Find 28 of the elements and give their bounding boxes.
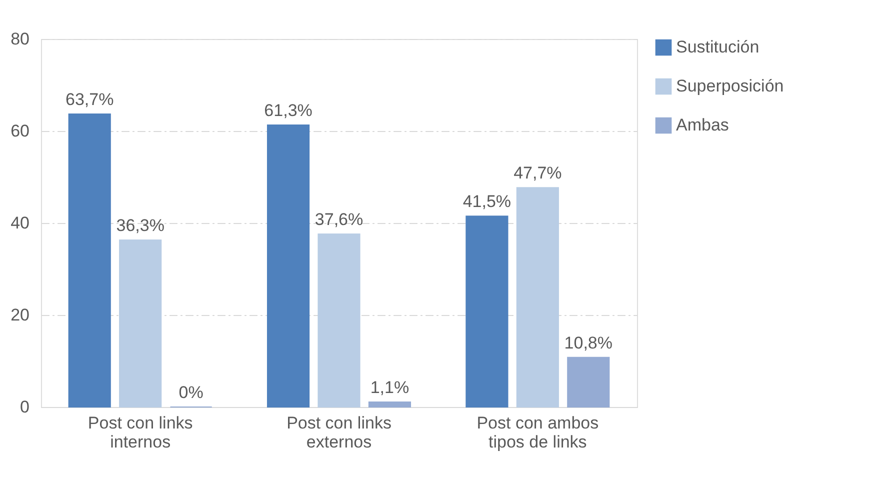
data-label: 47,7%	[514, 164, 562, 183]
data-label: 37,6%	[314, 210, 364, 230]
data-label: 1,1%	[370, 378, 410, 397]
bar	[119, 240, 162, 408]
bar	[466, 216, 508, 408]
bar	[266, 124, 310, 408]
x-tick-label: Post con links externos	[286, 414, 392, 452]
y-tick-label: 20	[10, 306, 30, 324]
legend-label: Superposición	[676, 76, 784, 96]
data-label: 36,3%	[116, 216, 164, 236]
bar	[368, 401, 412, 408]
y-tick-label: 60	[10, 122, 30, 140]
bar	[318, 234, 360, 408]
data-label: 10,8%	[564, 333, 612, 352]
bar	[516, 187, 559, 408]
data-label: 63,7%	[66, 90, 114, 109]
y-tick-label: 80	[10, 30, 30, 48]
data-label: 0%	[178, 383, 204, 402]
legend-label: Ambas	[676, 116, 729, 134]
data-label: 41,5%	[462, 192, 512, 212]
y-tick-label: 40	[10, 214, 30, 232]
bar	[567, 356, 610, 408]
y-tick-label: 0	[20, 398, 30, 416]
bar	[68, 113, 111, 408]
x-tick-label: Post con ambos tipos de links	[476, 414, 599, 452]
data-label: 61,3%	[264, 101, 312, 120]
x-tick-label: Post con links internos	[88, 414, 193, 452]
legend-label: Sustitución	[676, 38, 760, 56]
